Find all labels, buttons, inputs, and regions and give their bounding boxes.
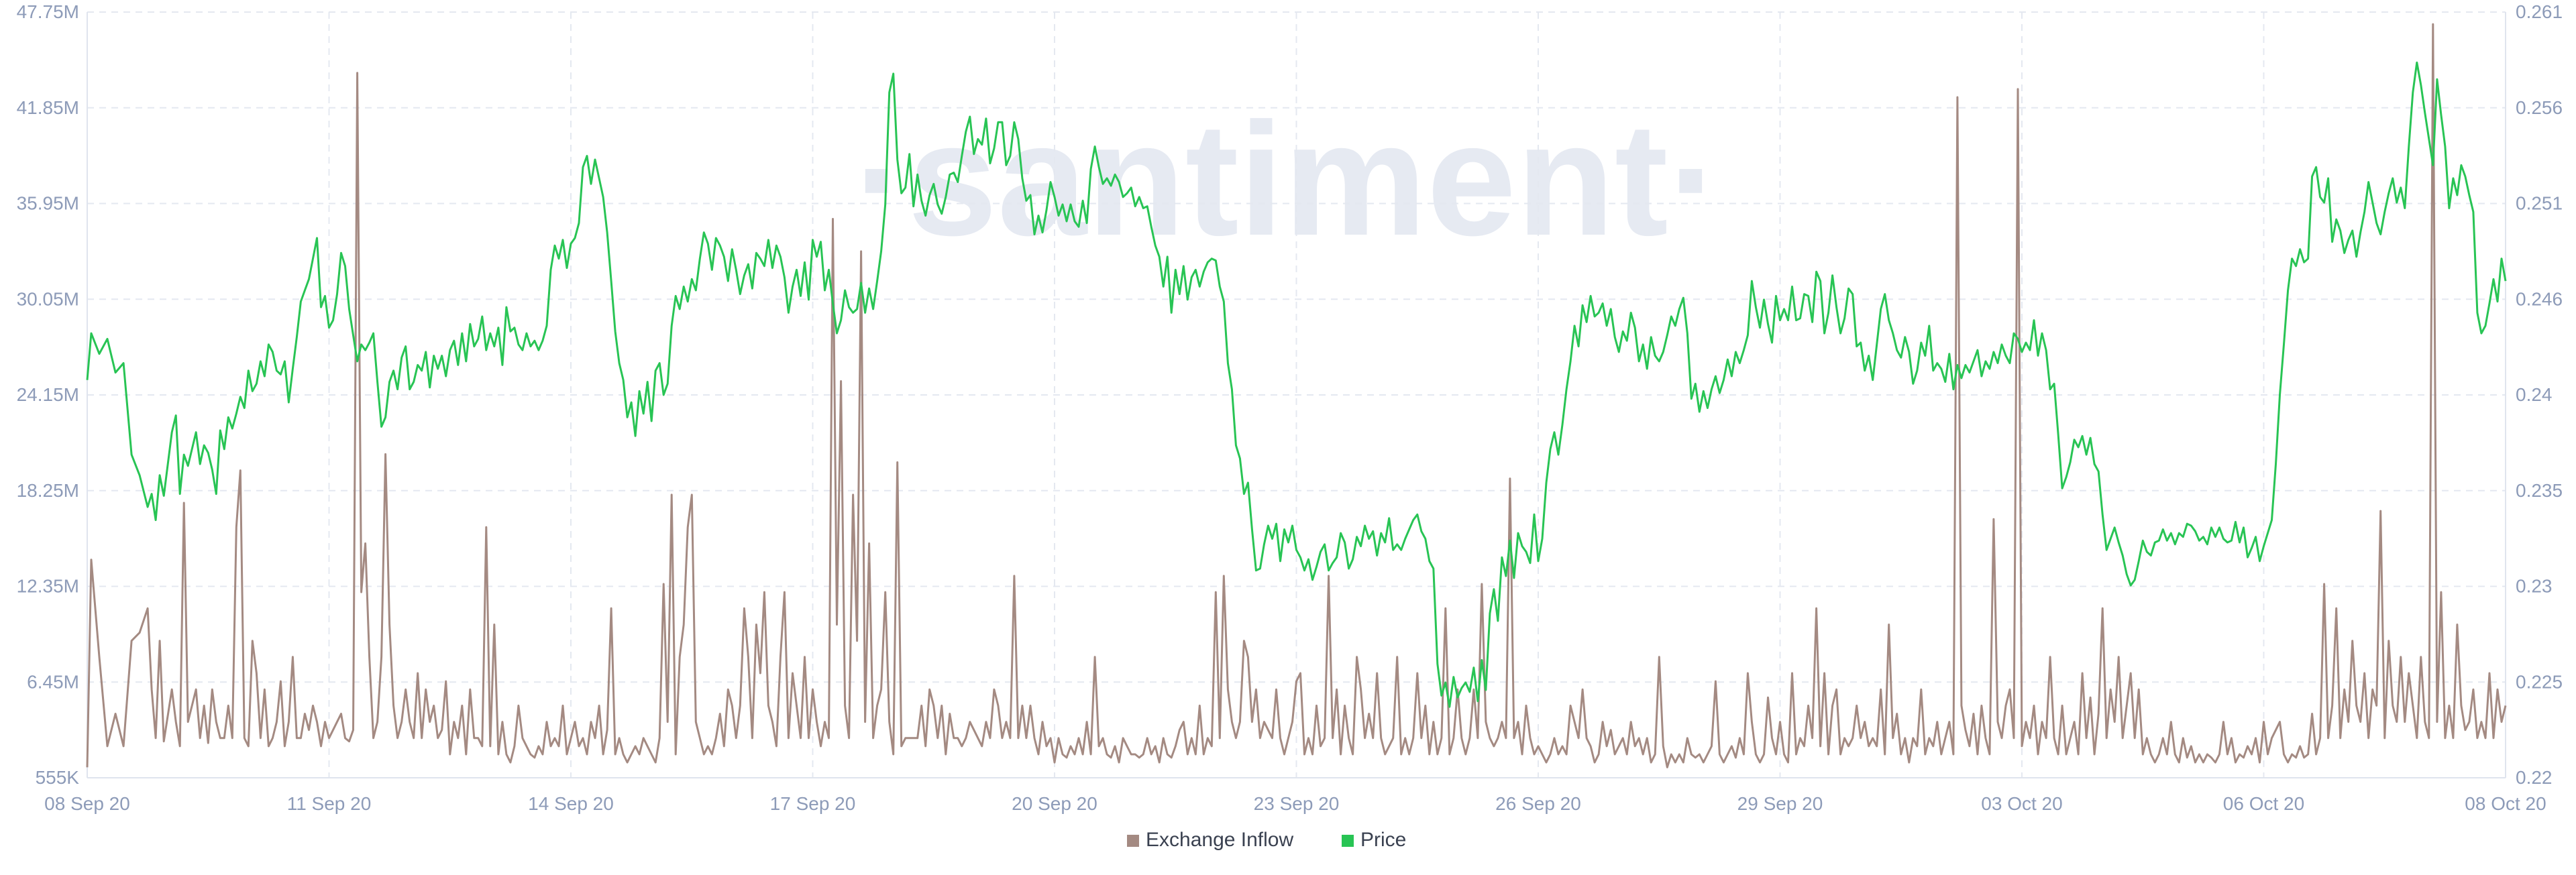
y-left-tick-label: 47.75M — [17, 1, 79, 22]
x-tick-label: 14 Sep 20 — [528, 793, 614, 814]
y-right-tick-label: 0.22 — [2516, 767, 2553, 788]
y-right-tick-label: 0.235 — [2516, 480, 2563, 501]
legend-swatch — [1127, 835, 1139, 847]
x-tick-label: 08 Oct 20 — [2465, 793, 2546, 814]
series-line-exchange-inflow — [86, 23, 2507, 768]
legend-label: Exchange Inflow — [1146, 829, 1293, 851]
x-tick-label: 17 Sep 20 — [770, 793, 856, 814]
y-left-tick-label: 30.05M — [17, 288, 79, 309]
x-tick-label: 08 Sep 20 — [44, 793, 130, 814]
y-right-tick-label: 0.225 — [2516, 671, 2563, 692]
y-right-tick-label: 0.261 — [2516, 1, 2563, 22]
y-left-tick-label: 555K — [36, 767, 80, 788]
x-tick-label: 03 Oct 20 — [1981, 793, 2062, 814]
y-left-tick-label: 6.45M — [27, 671, 79, 692]
y-left-tick-label: 24.15M — [17, 384, 79, 405]
x-tick-label: 20 Sep 20 — [1012, 793, 1097, 814]
y-right-tick-label: 0.256 — [2516, 97, 2563, 118]
x-tick-label: 29 Sep 20 — [1737, 793, 1823, 814]
y-axis-left: 47.75M 41.85M 35.95M 30.05M 24.15M 18.25M 12.3… — [17, 1, 88, 788]
x-tick-label: 26 Sep 20 — [1495, 793, 1581, 814]
watermark: ·santiment· — [854, 89, 1721, 269]
y-right-tick-label: 0.24 — [2516, 384, 2553, 405]
series-layer — [86, 23, 2507, 768]
x-tick-label: 11 Sep 20 — [287, 793, 372, 814]
series-line-price — [86, 61, 2507, 708]
y-left-tick-label: 12.35M — [17, 576, 79, 597]
legend-label: Price — [1360, 829, 1406, 851]
y-left-tick-label: 35.95M — [17, 193, 79, 214]
y-left-tick-label: 18.25M — [17, 480, 79, 501]
x-tick-label: 06 Oct 20 — [2223, 793, 2304, 814]
grid — [87, 11, 2506, 778]
legend: Exchange Inflow Price — [1127, 829, 1406, 851]
y-right-tick-label: 0.246 — [2516, 288, 2563, 309]
y-axis-right: 0.261 0.256 0.251 0.246 0.24 0.235 0.23 0.225 0.… — [2505, 1, 2563, 788]
y-right-tick-label: 0.23 — [2516, 576, 2553, 597]
legend-swatch — [1342, 835, 1354, 847]
x-tick-label: 23 Sep 20 — [1254, 793, 1340, 814]
y-right-tick-label: 0.251 — [2516, 193, 2563, 214]
x-axis: 08 Sep 20 11 Sep 20 14 Sep 20 17 Sep 20 20 S… — [44, 777, 2546, 814]
y-left-tick-label: 41.85M — [17, 97, 79, 118]
